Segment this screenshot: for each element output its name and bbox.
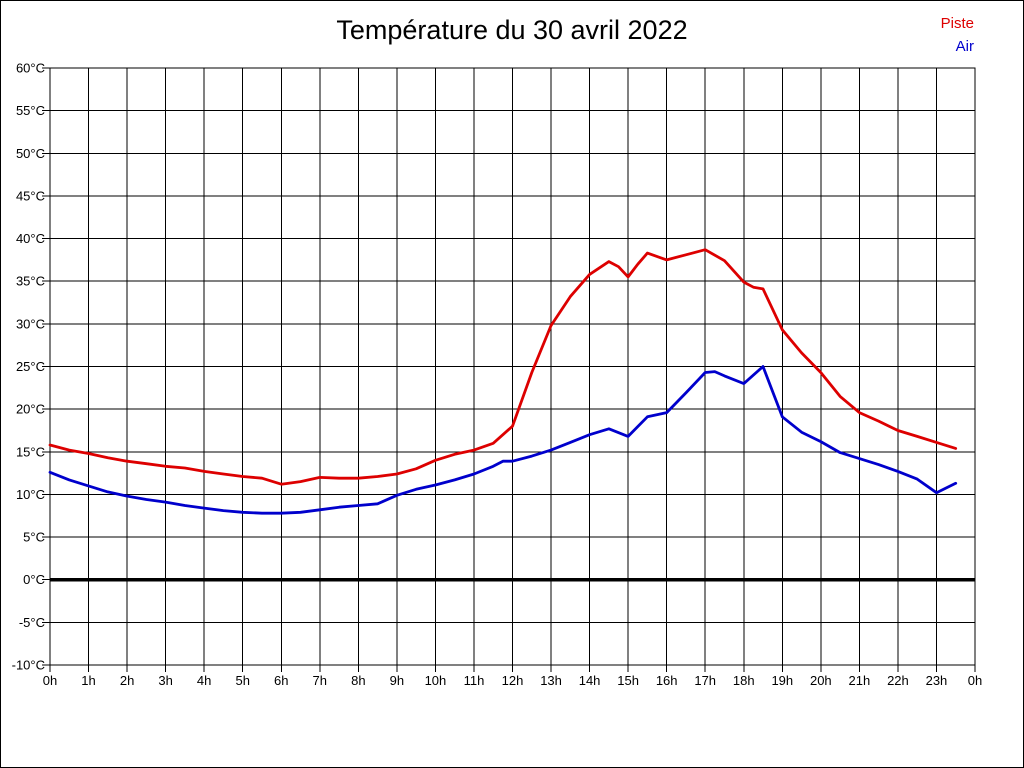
x-tick-label: 19h [771,673,793,688]
x-tick-label: 1h [81,673,95,688]
x-tick-label: 3h [158,673,172,688]
x-tick-label: 8h [351,673,365,688]
x-tick-label: 21h [849,673,871,688]
x-tick-label: 23h [926,673,948,688]
y-tick-label: 0°C [23,572,45,587]
piste-line [48,248,958,486]
plot-border [49,67,976,666]
x-tick-label: 22h [887,673,909,688]
x-tick-label: 16h [656,673,678,688]
y-tick-label: 15°C [16,444,45,459]
legend-item-piste: Piste [940,15,974,32]
x-tick-label: 13h [540,673,562,688]
x-tick-label: 0h [968,673,982,688]
y-tick-label: 20°C [16,402,45,417]
x-tick-label: 2h [120,673,134,688]
y-tick-label: 45°C [16,188,45,203]
x-tick-label: 18h [733,673,755,688]
y-tick-label: 50°C [16,146,45,161]
legend-item-air: Air [955,38,974,55]
chart-title: Température du 30 avril 2022 [336,15,688,45]
y-tick-label: 35°C [16,274,45,289]
x-tick-label: 14h [579,673,601,688]
x-tick-label: 6h [274,673,288,688]
x-tick-label: 7h [313,673,327,688]
y-tick-label: 30°C [16,316,45,331]
legend: Piste Air [941,12,974,58]
x-tick-label: 4h [197,673,211,688]
x-tick-label: 9h [390,673,404,688]
y-tick-label: 40°C [16,231,45,246]
x-tick-label: 17h [694,673,716,688]
x-tick-label: 12h [502,673,524,688]
y-tick-label: -5°C [19,615,45,630]
y-tick-label: 25°C [16,359,45,374]
x-tick-label: 20h [810,673,832,688]
y-tick-label: -10°C [12,658,45,673]
x-tick-label: 5h [235,673,249,688]
x-tick-label: 0h [43,673,57,688]
y-tick-label: 60°C [16,61,45,76]
y-tick-label: 55°C [16,103,45,118]
x-tick-label: 15h [617,673,639,688]
x-tick-label: 10h [425,673,447,688]
x-tick-label: 11h [464,673,485,688]
y-tick-label: 5°C [23,530,45,545]
air-line [48,365,958,515]
y-tick-label: 10°C [16,487,45,502]
